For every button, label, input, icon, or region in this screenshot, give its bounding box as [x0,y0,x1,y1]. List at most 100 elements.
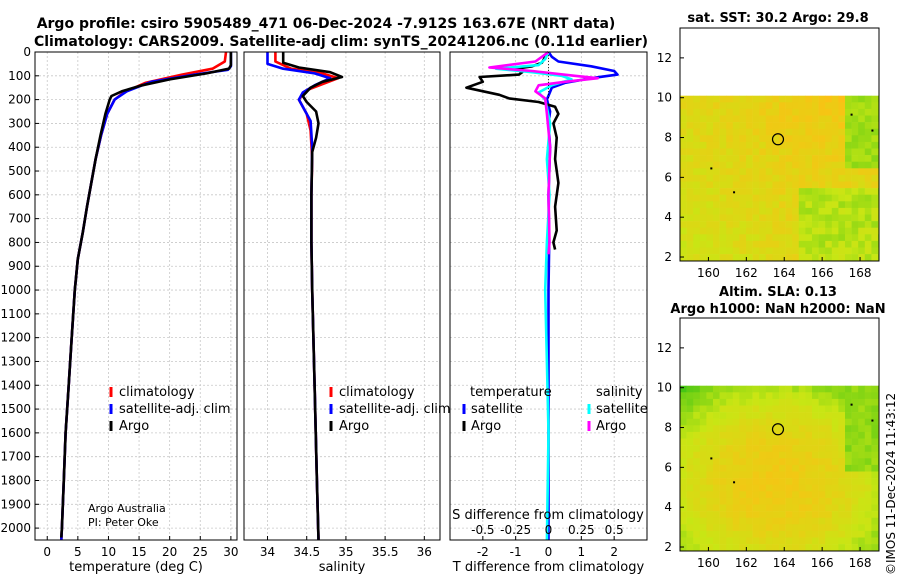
map-cell [746,135,753,143]
map-cell [785,148,793,156]
map-cell [759,511,767,518]
map-cell [818,412,826,419]
map-cell [864,122,872,129]
map-cell [739,471,747,479]
map-cell [785,161,793,169]
map-cell [732,207,740,215]
map-cell [798,544,806,551]
map-cell [805,174,813,182]
map-cell [719,438,727,446]
map-cell [798,471,806,479]
map-cell [805,530,813,538]
map-cell [871,247,879,255]
map-cell [812,108,819,116]
map-cell [752,451,760,459]
map-cell [831,221,839,228]
map-cell [746,385,753,393]
map-cell [693,517,701,525]
map-cell [858,194,866,202]
map-cell [726,128,734,136]
map-cell [706,115,714,123]
map-cell [818,214,826,222]
map-cell [739,135,747,143]
map-cell [686,221,694,228]
map-cell [792,174,800,182]
map-cell [752,161,760,169]
map-cell [779,201,786,209]
map-cell [746,188,753,195]
map-cell [686,207,694,215]
map-cell [818,524,826,532]
map-cell [851,240,859,248]
map-cell [805,438,813,446]
map-cell [752,458,760,466]
map-cell [706,478,714,485]
map-cell [818,438,826,446]
y-tick-label: 2 [664,250,672,264]
map-cell [699,168,707,176]
map-cell [680,412,687,419]
map-cell [825,412,833,419]
map-cell [779,247,786,255]
map-cell [739,431,747,439]
map-cell [706,451,714,459]
map-cell [732,247,740,255]
map-cell [779,431,786,439]
map-cell [805,491,813,499]
map-cell [792,524,800,532]
map-cell [831,207,839,215]
x-tick-label: 1 [578,545,586,559]
map-cell [858,418,866,426]
map-cell [699,188,707,195]
map-cell [680,484,687,492]
map-cell [739,484,747,492]
y-tick-label: 4 [664,210,672,224]
sla-map-title-line2: Argo h1000: NaN h2000: NaN [670,302,885,317]
map-cell [746,438,753,446]
island-marker [733,191,736,194]
map-cell [812,214,819,222]
map-cell [858,431,866,439]
map-cell [732,464,740,472]
map-cell [812,438,819,446]
map-cell [765,227,773,235]
map-cell [726,135,734,143]
map-cell [805,484,813,492]
legend-entry: satellite [596,402,648,417]
map-cell [713,128,720,136]
map-cell [792,458,800,466]
map-cell [838,135,846,143]
map-cell [845,471,852,479]
map-cell [838,115,846,123]
map-cell [772,254,780,261]
map-cell [759,247,767,255]
map-cell [818,102,826,110]
map-cell [871,517,879,525]
map-cell [699,438,707,446]
map-cell [726,234,734,242]
map-cell [851,128,859,136]
map-cell [732,95,740,103]
map-cell [680,148,687,156]
map-cell [785,491,793,499]
legend-entry: satellite-adj. clim [119,402,231,417]
map-cell [732,201,740,209]
map-cell [719,471,727,479]
map-cell [713,115,720,123]
map-cell [798,122,806,129]
map-cell [765,438,773,446]
map-cell [680,497,687,505]
x-tick-label: 168 [849,266,872,280]
map-cell [871,412,879,419]
map-cell [805,194,813,202]
map-cell [838,122,846,129]
map-cell [779,398,786,406]
map-cell [851,458,859,466]
map-cell [858,221,866,228]
map-cell [680,128,687,136]
map-field [680,95,879,261]
map-cell [858,135,866,143]
map-cell [686,524,694,532]
map-cell [706,95,714,103]
map-cell [858,398,866,406]
